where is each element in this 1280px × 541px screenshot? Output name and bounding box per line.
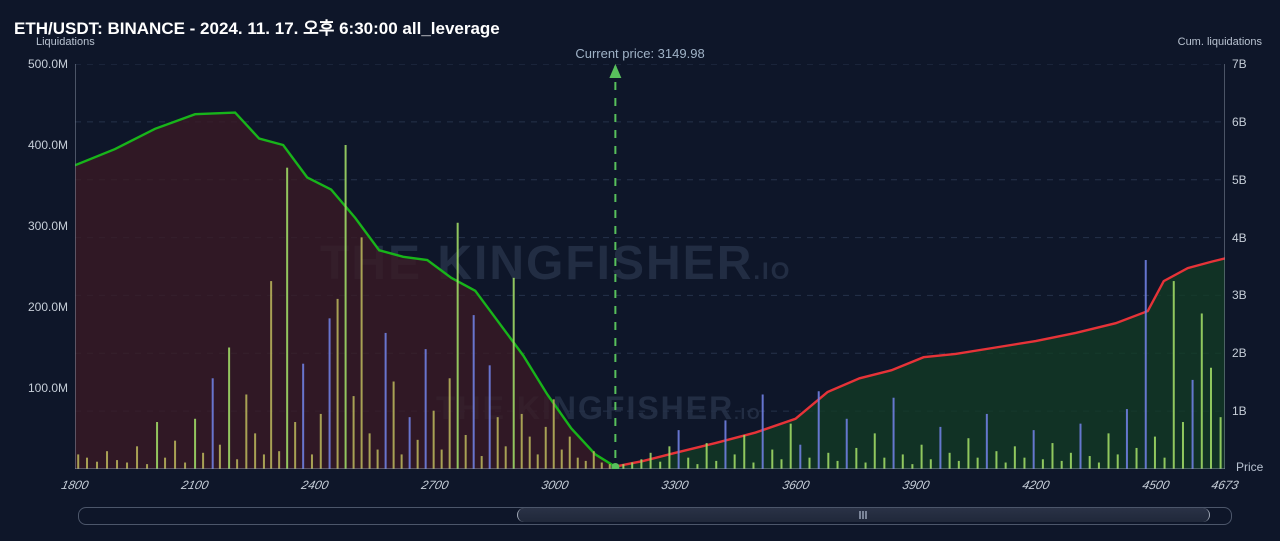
- y-right-tick-label: 3B: [1232, 288, 1247, 302]
- x-tick-label: 1800: [60, 478, 90, 492]
- y-right-tick-label: 2B: [1232, 346, 1247, 360]
- chart-plot-area[interactable]: [75, 64, 1225, 469]
- y-right-tick-label: 7B: [1232, 57, 1247, 71]
- x-tick-label: 3900: [901, 478, 931, 492]
- right-axis-label: Cum. liquidations: [1178, 36, 1262, 48]
- y-left-tick-label: 200.0M: [14, 300, 68, 314]
- x-tick-label: 3000: [540, 478, 570, 492]
- x-tick-label: 4200: [1021, 478, 1051, 492]
- horizontal-scroll-track[interactable]: [78, 507, 1232, 525]
- y-right-tick-label: 4B: [1232, 231, 1247, 245]
- y-right-tick-label: 1B: [1232, 404, 1247, 418]
- y-left-tick-label: 500.0M: [14, 57, 68, 71]
- y-left-tick-label: 400.0M: [14, 138, 68, 152]
- current-price-label: Current price: 3149.98: [575, 46, 704, 61]
- x-tick-label: 3300: [661, 478, 691, 492]
- y-right-tick-label: 5B: [1232, 173, 1247, 187]
- y-right-tick-label: 6B: [1232, 115, 1247, 129]
- x-axis-title: Price: [1236, 460, 1263, 474]
- y-left-tick-label: 100.0M: [14, 381, 68, 395]
- chart-svg: [75, 64, 1225, 469]
- chart-root: ETH/USDT: BINANCE - 2024. 11. 17. 오후 6:3…: [0, 0, 1280, 541]
- x-tick-label: 3600: [781, 478, 811, 492]
- y-left-tick-label: 300.0M: [14, 219, 68, 233]
- x-tick-label: 2100: [180, 478, 210, 492]
- x-tick-label: 4673: [1210, 478, 1240, 492]
- x-tick-label: 2700: [420, 478, 450, 492]
- horizontal-scroll-thumb[interactable]: [517, 508, 1210, 522]
- x-tick-label: 2400: [300, 478, 330, 492]
- x-tick-label: 4500: [1141, 478, 1171, 492]
- left-axis-label: Liquidations: [36, 36, 95, 48]
